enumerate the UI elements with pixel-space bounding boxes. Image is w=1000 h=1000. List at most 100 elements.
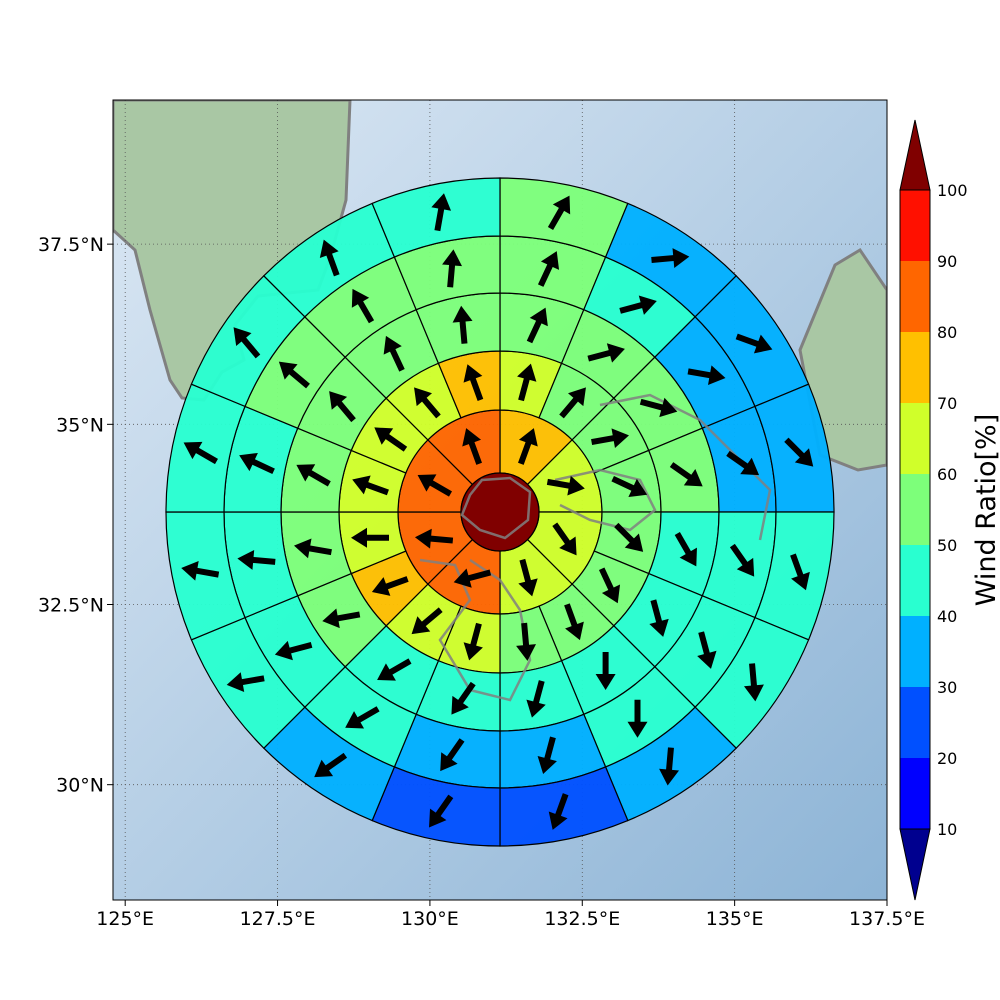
wind-arrow (627, 699, 648, 738)
wind-arrow (351, 527, 389, 548)
wind-arrow (526, 307, 548, 344)
wind-arrow (595, 652, 616, 690)
colorbar-tick-label: 100 (937, 181, 968, 200)
wind-arrow (537, 251, 560, 287)
wind-arrow (743, 663, 764, 702)
wind-arrow (552, 522, 577, 556)
x-axis-ticks: 125°E 127.5°E 130°E 132.5°E 135°E 137.5°E (96, 900, 925, 930)
colorbar-extend-min (899, 828, 931, 901)
wind-arrow (294, 538, 332, 559)
wind-arrow (329, 391, 356, 423)
y-tick-label: 35°N (56, 414, 104, 436)
colorbar-band (900, 687, 930, 758)
wind-arrow (611, 475, 648, 498)
x-tick-label: 127.5°E (240, 908, 316, 930)
wind-arrow (442, 249, 463, 288)
wind-arrow (239, 452, 275, 475)
wind-arrow (598, 567, 621, 604)
y-tick-label: 30°N (56, 775, 104, 797)
colorbar-band (900, 545, 930, 616)
wind-arrow (319, 239, 340, 277)
wind-arrow (526, 680, 546, 718)
wind-arrow (351, 288, 375, 324)
wind-arrow (237, 549, 276, 570)
wind-arrow (548, 793, 569, 830)
x-tick-label: 125°E (96, 908, 154, 930)
wind-arrow (726, 450, 760, 476)
wind-arrow (518, 558, 538, 597)
wind-arrow (453, 568, 492, 588)
wind-arrow (233, 327, 261, 359)
colorbar-band (900, 261, 930, 332)
wind-arrow (463, 364, 484, 401)
wind-arrow (181, 560, 220, 581)
x-tick-label: 130°E (401, 908, 459, 930)
coastline-trace (419, 393, 772, 702)
wind-arrow (352, 475, 389, 496)
wind-arrow (414, 528, 454, 549)
y-tick-label: 32.5°N (38, 595, 104, 617)
wind-arrow (374, 427, 408, 452)
wind-arrow (451, 681, 476, 715)
wind-arrow (417, 474, 452, 497)
wind-arrow (735, 333, 773, 354)
wind-arrow (345, 706, 380, 729)
colorbar-tick-label: 50 (937, 536, 957, 555)
wind-arrow (411, 607, 443, 635)
wind-arrow (559, 387, 586, 419)
wind-arrow (278, 361, 310, 389)
wind-arrow (440, 738, 465, 772)
wind-arrow (463, 622, 483, 661)
land-masses (113, 100, 887, 472)
wind-arrow (431, 193, 452, 232)
wind-arrow (226, 672, 265, 692)
wind-arrow (546, 475, 585, 496)
wind-arrow (790, 553, 810, 591)
colorbar-band (900, 474, 930, 545)
wind-arrow (547, 195, 571, 230)
wind-arrow (314, 752, 348, 778)
colorbar-title: Wind Ratio[%] (971, 414, 1000, 606)
colorbar-extend-max (899, 119, 931, 191)
wind-arrow (651, 248, 690, 269)
wind-arrow (296, 464, 331, 487)
ring-sector (371, 177, 501, 258)
colorbar-tick-label: 60 (937, 465, 957, 484)
wind-arrow (414, 387, 441, 419)
map-frame (112, 99, 888, 901)
colorbar-band (900, 758, 930, 829)
y-axis-ticks: 30°N 32.5°N 35°N 37.5°N (38, 234, 113, 797)
x-tick-label: 137.5°E (849, 908, 925, 930)
wind-arrow (322, 608, 361, 629)
wind-ratio-rings (165, 177, 835, 847)
wind-arrow (697, 631, 717, 669)
wind-arrow (614, 522, 644, 552)
wind-arrow (659, 747, 680, 786)
wind-arrow (537, 736, 557, 775)
wind-arrow (587, 343, 625, 363)
colorbar-tick-label: 30 (937, 678, 957, 697)
colorbar-tick-label: 70 (937, 394, 957, 413)
wind-arrow (452, 305, 473, 344)
wind-arrow (518, 428, 538, 465)
wind-arrow (729, 543, 755, 577)
colorbar-tick-label: 90 (937, 252, 957, 271)
x-tick-label: 132.5°E (544, 908, 620, 930)
wind-arrow (649, 599, 669, 637)
wind-arrow (274, 640, 313, 661)
wind-arrow (687, 365, 726, 386)
wind-arrow (619, 295, 657, 315)
map-panel (112, 99, 888, 901)
wind-arrow (462, 428, 482, 465)
wind-arrow (517, 363, 537, 402)
colorbar: 10 20 30 40 50 60 70 80 90 100 Wind Ratio[%] (899, 119, 1000, 901)
colorbar-tick-label: 40 (937, 607, 957, 626)
center-cell (460, 472, 540, 552)
wind-arrow (429, 794, 454, 828)
wind-arrow (591, 428, 629, 449)
colorbar-band (900, 403, 930, 474)
colorbar-frame (899, 189, 931, 830)
wind-arrow (516, 622, 537, 661)
colorbar-band (900, 332, 930, 403)
